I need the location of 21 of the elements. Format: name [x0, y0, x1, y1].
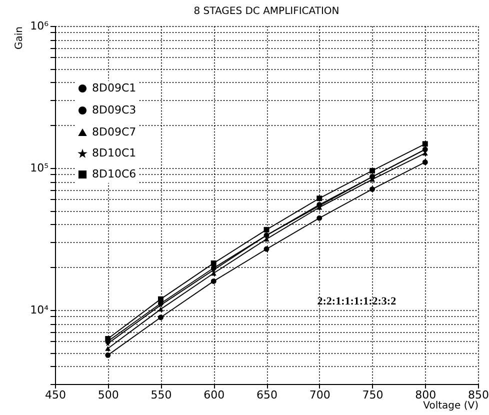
x-axis-title: Voltage (V) — [423, 400, 479, 412]
x-tick-label: 800 — [415, 388, 436, 402]
legend-label: 8D09C7 — [92, 126, 136, 138]
y-tick-label: 10⁵ — [30, 161, 48, 174]
x-tick-label: 600 — [204, 388, 225, 402]
x-tick-label: 550 — [150, 388, 172, 402]
x-tick-label: 700 — [309, 388, 330, 402]
chart-title: 8 STAGES DC AMPLIFICATION — [194, 6, 340, 17]
x-tick-label: 450 — [45, 388, 66, 402]
x-tick-label: 500 — [98, 388, 119, 402]
annotation: 2:2:1:1:1:1:2:3:2 — [317, 296, 397, 308]
legend-label: 8D09C1 — [92, 82, 136, 94]
x-tick-label: 650 — [256, 388, 278, 402]
y-axis-title: Gain — [14, 26, 26, 50]
y-tick-label: 10⁴ — [30, 303, 50, 316]
legend-label: 8D10C6 — [92, 168, 136, 180]
legend-label: 8D09C3 — [92, 104, 136, 116]
x-tick-label: 850 — [468, 388, 489, 402]
legend-label: 8D10C1 — [92, 146, 136, 160]
x-tick-label: 750 — [362, 388, 384, 402]
y-tick-label: 10⁶ — [30, 20, 50, 32]
